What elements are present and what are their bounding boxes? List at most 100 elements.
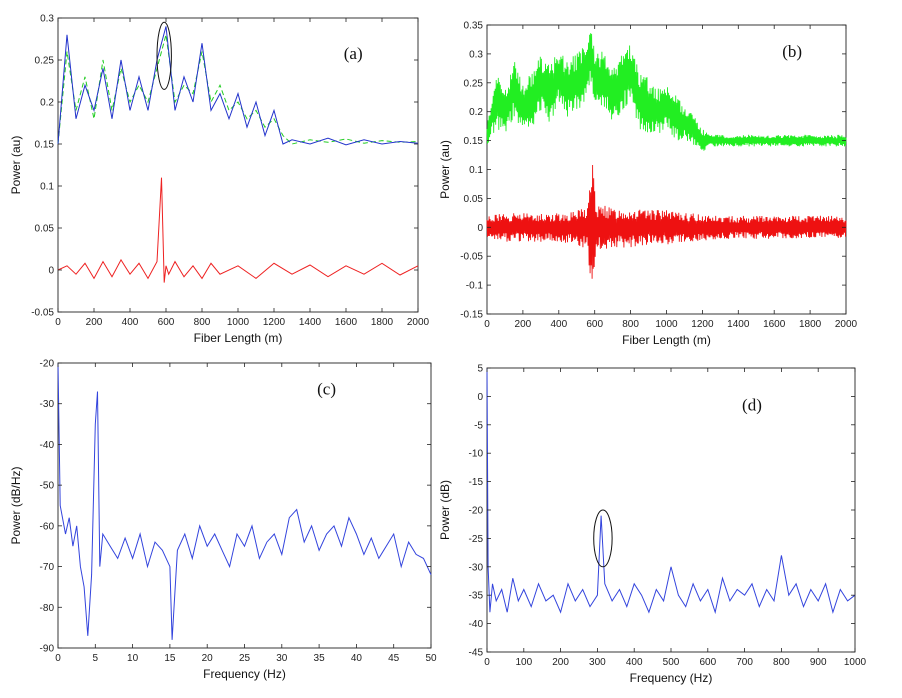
panel-label: (a) <box>344 44 363 63</box>
y-tick-label: 0.3 <box>40 14 54 25</box>
chart-a: 0 200 400 600 800 1000 1200 1400 1600 1800 2000 -0.… <box>9 14 430 346</box>
x-tick-label: 1600 <box>763 319 786 330</box>
x-tick-label: 1200 <box>691 319 714 330</box>
y-tick-label: -0.05 <box>31 308 54 319</box>
y-tick-label: 0.15 <box>464 136 484 147</box>
x-tick-label: 800 <box>622 319 639 330</box>
y-tick-label: 0 <box>477 223 483 234</box>
x-tick-label: 1600 <box>335 317 358 328</box>
x-tick-label: 1800 <box>799 319 822 330</box>
y-tick-label: 0.1 <box>40 182 54 193</box>
chart-b: 0 200 400 600 800 1000 1200 1400 1600 1800 2000 -0.… <box>438 21 858 348</box>
x-tick-label: 700 <box>736 657 753 668</box>
x-tick-label: 600 <box>158 317 175 328</box>
x-tick-label: 1000 <box>655 319 678 330</box>
plot-frame <box>57 362 432 649</box>
x-tick-label: 45 <box>388 653 400 664</box>
x-tick-label: 10 <box>127 653 139 664</box>
y-tick-label: -80 <box>40 603 55 614</box>
x-tick-label: 30 <box>276 653 288 664</box>
y-tick-label: 0.3 <box>469 49 483 60</box>
x-tick-label: 1200 <box>263 317 286 328</box>
series-line-1 <box>57 34 419 145</box>
y-tick-label: -30 <box>40 399 55 410</box>
y-tick-label: -45 <box>469 648 484 659</box>
x-axis-label: Fiber Length (m) <box>194 331 283 345</box>
plot-frame <box>57 17 419 313</box>
y-tick-label: -30 <box>469 562 484 573</box>
y-tick-label: -0.15 <box>460 310 483 321</box>
x-tick-label: 200 <box>86 317 103 328</box>
x-axis-label: Frequency (Hz) <box>630 671 713 685</box>
highlight-ellipse <box>593 509 613 568</box>
y-tick-label: 0.15 <box>35 140 55 151</box>
panel-label: (b) <box>782 42 802 61</box>
x-tick-label: 50 <box>425 653 437 664</box>
y-axis-label: Power (au) <box>9 136 23 195</box>
y-tick-label: -0.1 <box>466 281 484 292</box>
x-tick-label: 0 <box>484 319 490 330</box>
y-axis-label: Power (dB/Hz) <box>9 466 23 544</box>
x-tick-label: 25 <box>239 653 251 664</box>
x-tick-label: 2000 <box>835 319 858 330</box>
y-tick-label: -35 <box>469 591 484 602</box>
y-tick-label: -15 <box>469 477 484 488</box>
y-tick-label: -90 <box>40 644 55 655</box>
y-tick-label: 0 <box>48 266 54 277</box>
y-axis-label: Power (dB) <box>438 480 452 540</box>
y-tick-label: -60 <box>40 521 55 532</box>
y-tick-label: 0.2 <box>40 98 54 109</box>
x-tick-label: 20 <box>202 653 214 664</box>
y-tick-label: -70 <box>40 562 55 573</box>
x-tick-label: 800 <box>194 317 211 328</box>
x-tick-label: 800 <box>773 657 790 668</box>
panel-label: (d) <box>742 396 762 415</box>
series-line-2 <box>486 164 847 279</box>
x-tick-label: 1000 <box>844 657 867 668</box>
y-tick-label: -0.05 <box>460 252 483 263</box>
y-tick-label: 5 <box>477 364 483 375</box>
plot-frame <box>486 367 856 653</box>
x-tick-label: 1400 <box>727 319 750 330</box>
y-tick-label: 0.05 <box>35 224 55 235</box>
x-tick-label: 300 <box>589 657 606 668</box>
y-tick-label: 0.2 <box>469 107 483 118</box>
x-tick-label: 500 <box>663 657 680 668</box>
x-tick-label: 200 <box>552 657 569 668</box>
y-tick-label: -50 <box>40 481 55 492</box>
x-tick-label: 100 <box>515 657 532 668</box>
y-tick-label: 0.25 <box>35 56 55 67</box>
x-tick-label: 0 <box>55 317 61 328</box>
series-line-2 <box>57 26 419 146</box>
series-line-3 <box>57 177 419 283</box>
chart-d: 0 100 200 300 400 500 600 700 800 900 1000 -45 -40 -3… <box>438 364 867 686</box>
x-tick-label: 200 <box>515 319 532 330</box>
chart-c: 0 5 10 15 20 25 30 35 40 45 50 -90 -80 -70 -60 -50 -40 -3… <box>9 359 437 682</box>
x-tick-label: 400 <box>550 319 567 330</box>
series-line-1 <box>486 33 847 151</box>
y-tick-label: 0.25 <box>464 78 484 89</box>
x-tick-label: 40 <box>351 653 363 664</box>
x-tick-label: 0 <box>484 657 490 668</box>
y-tick-label: -10 <box>469 449 484 460</box>
x-tick-label: 400 <box>626 657 643 668</box>
series-line-1 <box>486 367 856 615</box>
x-axis-label: Fiber Length (m) <box>622 333 711 347</box>
y-tick-label: -40 <box>469 619 484 630</box>
x-tick-label: 1400 <box>299 317 322 328</box>
x-tick-label: 600 <box>586 319 603 330</box>
y-axis-label: Power (au) <box>438 140 452 199</box>
x-tick-label: 15 <box>164 653 176 664</box>
y-tick-label: 0 <box>477 392 483 403</box>
x-tick-label: 1000 <box>227 317 250 328</box>
x-axis-label: Frequency (Hz) <box>203 667 286 681</box>
y-tick-label: -20 <box>40 359 55 370</box>
x-tick-label: 2000 <box>407 317 430 328</box>
y-tick-label: -20 <box>469 506 484 517</box>
y-tick-label: -5 <box>474 420 483 431</box>
x-tick-label: 1800 <box>371 317 394 328</box>
y-tick-label: 0.05 <box>464 194 484 205</box>
highlight-ellipse <box>156 21 172 90</box>
x-tick-label: 600 <box>699 657 716 668</box>
